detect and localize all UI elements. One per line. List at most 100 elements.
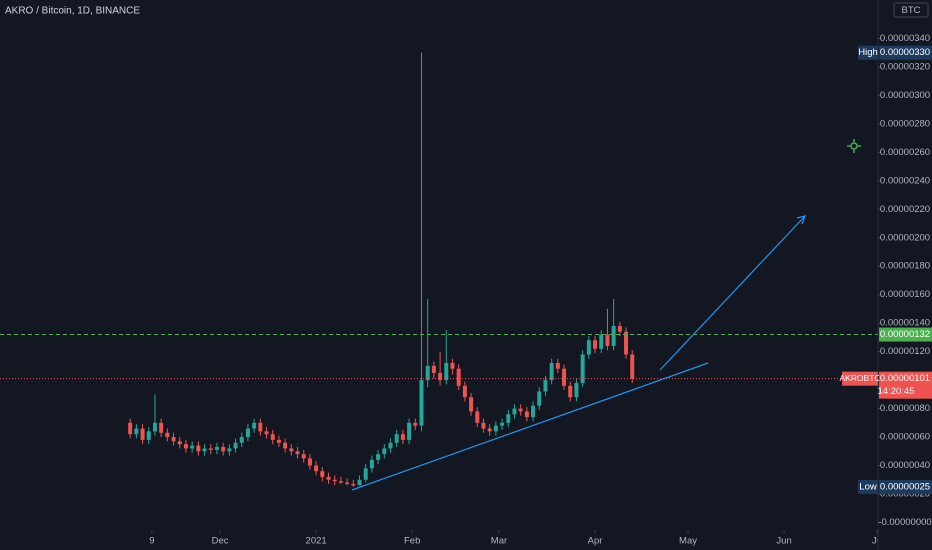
- candle-body: [351, 484, 356, 486]
- candle-body: [152, 422, 157, 432]
- candle-body: [611, 326, 616, 346]
- y-tick-label: 0.00000280: [880, 118, 930, 129]
- arrow-line: [659, 215, 806, 371]
- y-tick-label: 0.00000320: [880, 61, 930, 72]
- x-tick-label: 9: [149, 536, 154, 547]
- y-tick-label: 0.00000020: [880, 488, 930, 499]
- candle-body: [562, 368, 567, 386]
- candle-body: [196, 445, 201, 452]
- x-tick-label: May: [679, 536, 697, 547]
- candle-body: [214, 447, 219, 450]
- low-value: 0.00000025: [880, 481, 930, 492]
- y-tick-label: 0.00000220: [880, 204, 930, 215]
- y-tick-label: 0.00000300: [880, 90, 930, 101]
- y-tick-label: 0.00000340: [880, 33, 930, 44]
- candle-body: [555, 363, 560, 369]
- y-tick-label: 0.00000180: [880, 261, 930, 272]
- candle-body: [128, 422, 133, 435]
- candle-body: [537, 391, 542, 406]
- candle-body: [586, 340, 591, 355]
- candle-body: [469, 397, 474, 412]
- candle-body: [221, 447, 226, 452]
- candle-body: [276, 439, 281, 443]
- candle-body: [456, 368, 461, 386]
- x-tick-label: Apr: [588, 536, 603, 547]
- low-text: Low: [859, 481, 877, 492]
- candle-body: [245, 428, 250, 438]
- last-price-box: [879, 371, 932, 399]
- countdown: 14:20:45: [878, 386, 915, 397]
- candle-body: [444, 363, 449, 381]
- candle-body: [270, 434, 275, 440]
- icon-ring: [850, 142, 858, 150]
- candle-body: [400, 434, 405, 440]
- price-line-box: [879, 327, 932, 342]
- candle-body: [475, 411, 480, 423]
- candle-body: [431, 365, 436, 373]
- candle-body: [363, 468, 368, 480]
- candle-body: [301, 454, 306, 459]
- candle-body: [165, 432, 170, 438]
- candle-body: [190, 445, 195, 449]
- axes: 9 Dec 2021 Feb Mar Apr May Jun Ju -0.00000000 0.00…: [149, 0, 932, 550]
- candle-body: [574, 382, 579, 398]
- candle-body: [345, 482, 350, 485]
- candle-body: [407, 422, 412, 440]
- candle-body: [326, 476, 331, 480]
- high-value: 0.00000330: [880, 47, 930, 58]
- high-text: High: [858, 47, 878, 58]
- y-tick-label: 0.00000060: [880, 432, 930, 443]
- candle-body: [630, 354, 635, 379]
- candle-body: [171, 437, 176, 442]
- symbol-text: AKROBTC: [839, 373, 880, 383]
- y-tick-label: 0.00000260: [880, 147, 930, 158]
- candle-body: [462, 385, 467, 398]
- candle-body: [506, 414, 511, 423]
- currency-box: [893, 2, 929, 18]
- y-tick-label: 0.00000140: [880, 318, 930, 329]
- candle-body: [487, 428, 492, 432]
- symbol-tag: [842, 371, 878, 386]
- candle-body: [264, 431, 269, 435]
- x-tick-label: Dec: [212, 536, 229, 547]
- candle-body: [500, 422, 505, 426]
- price-line-value: 0.00000132: [880, 329, 930, 340]
- low-tag: [858, 479, 878, 494]
- candle-body: [258, 422, 263, 432]
- high-value-box: [879, 45, 932, 60]
- candle-body: [549, 363, 554, 381]
- candle-body: [369, 459, 374, 469]
- candle-body: [524, 411, 529, 418]
- candle-body: [332, 479, 337, 482]
- candle-body: [159, 422, 164, 433]
- candle-body: [239, 437, 244, 443]
- candle-body: [624, 331, 629, 355]
- candle-body: [146, 431, 151, 440]
- candle-body: [593, 340, 598, 349]
- candle-body: [283, 442, 288, 449]
- plot-area: [0, 52, 878, 487]
- candle-body: [183, 444, 188, 449]
- arrow-head: [796, 215, 806, 225]
- candle-body: [134, 428, 139, 435]
- low-value-box: [879, 479, 932, 494]
- candle-body: [177, 441, 182, 445]
- trend-line: [351, 362, 709, 491]
- x-tick-label: Jun: [776, 536, 791, 547]
- candle-body: [227, 448, 232, 452]
- y-tick-label: -0.00000000: [878, 517, 931, 528]
- icon-arms: [847, 139, 861, 153]
- candle-body: [140, 428, 145, 440]
- candle-body: [543, 380, 548, 392]
- candle-body: [425, 365, 430, 381]
- candle-body: [580, 354, 585, 383]
- x-tick-label: Feb: [404, 536, 420, 547]
- candle-body: [295, 451, 300, 455]
- y-tick-label: 0.00000120: [880, 346, 930, 357]
- last-price-value: 0.00000101: [880, 373, 930, 384]
- chart-title: AKRO / Bitcoin, 1D, BINANCE: [5, 6, 140, 17]
- currency-label: BTC: [902, 5, 921, 16]
- candle-body: [202, 448, 207, 452]
- price-axis: [878, 0, 932, 550]
